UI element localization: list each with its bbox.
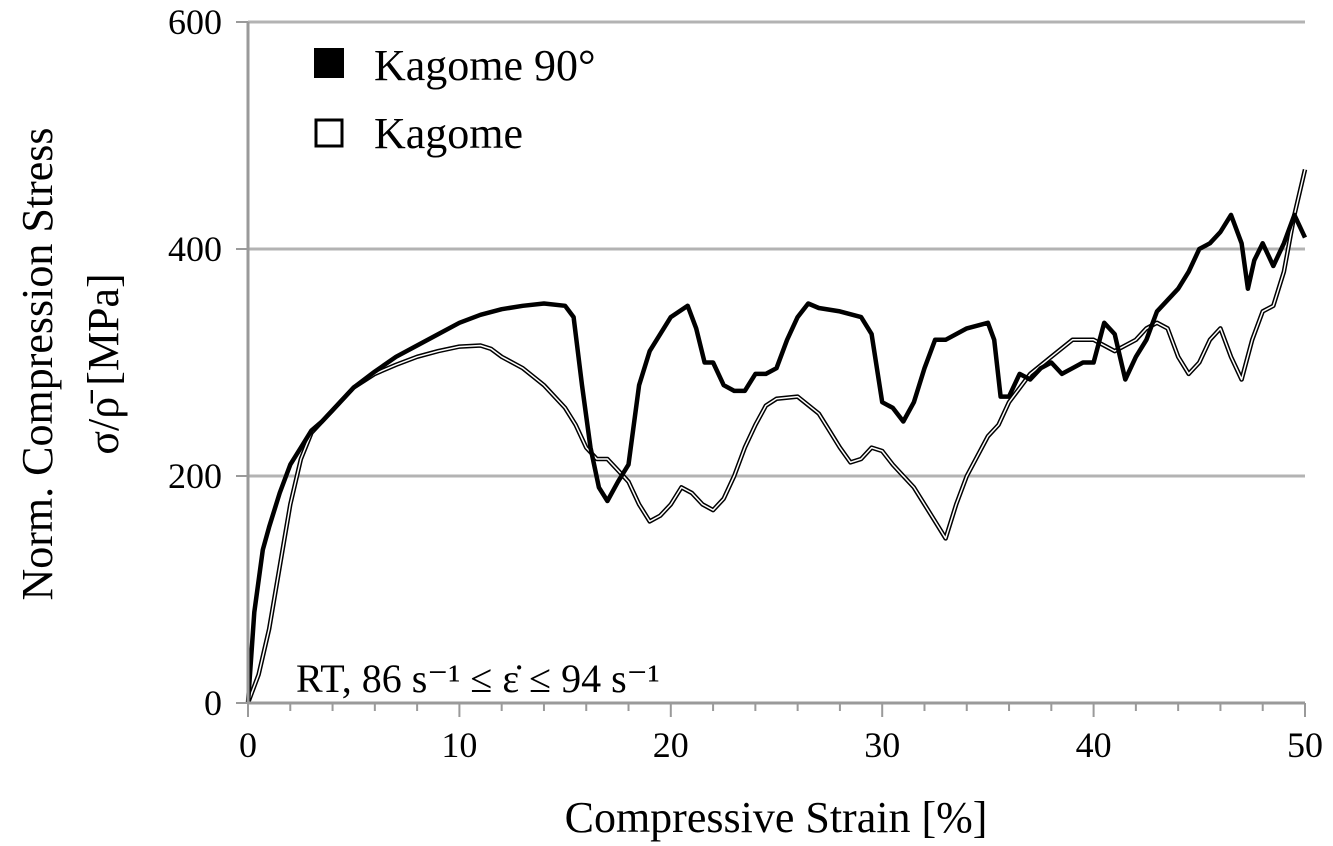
x-tick-label-50: 50 — [1287, 725, 1323, 765]
tick-marks — [236, 21, 1306, 717]
y-tick-label-600: 600 — [168, 2, 222, 42]
axes — [246, 22, 1305, 705]
y-axis-title-line2: σ/ρ̄ [MPa] — [79, 273, 128, 454]
y-tick-label-400: 400 — [168, 229, 222, 269]
legend-swatch-kagome-90 — [314, 48, 344, 78]
legend: Kagome 90° Kagome — [314, 41, 596, 158]
gridlines — [248, 20, 1305, 478]
x-tick-label-10: 10 — [441, 725, 477, 765]
y-tick-label-0: 0 — [204, 683, 222, 723]
series-lines — [245, 168, 1308, 704]
legend-swatch-kagome — [314, 118, 344, 148]
series-line-kagome-90 — [245, 212, 1308, 704]
test-condition-annotation: RT, 86 s⁻¹ ≤ ε̇ ≤ 94 s⁻¹ — [296, 656, 660, 701]
series-line-kagome-inner — [247, 169, 1306, 704]
x-tick-label-0: 0 — [239, 725, 257, 765]
x-tick-label-40: 40 — [1076, 725, 1112, 765]
tick-labels: 0 10 20 30 40 50 0 200 400 600 — [168, 2, 1323, 765]
legend-label-kagome-90: Kagome 90° — [374, 41, 596, 90]
x-tick-label-30: 30 — [864, 725, 900, 765]
x-axis-title: Compressive Strain [%] — [565, 793, 988, 842]
y-axis-title-line1: Norm. Compression Stress — [13, 128, 62, 601]
legend-label-kagome: Kagome — [374, 109, 523, 158]
x-tick-label-20: 20 — [653, 725, 689, 765]
y-tick-label-200: 200 — [168, 456, 222, 496]
